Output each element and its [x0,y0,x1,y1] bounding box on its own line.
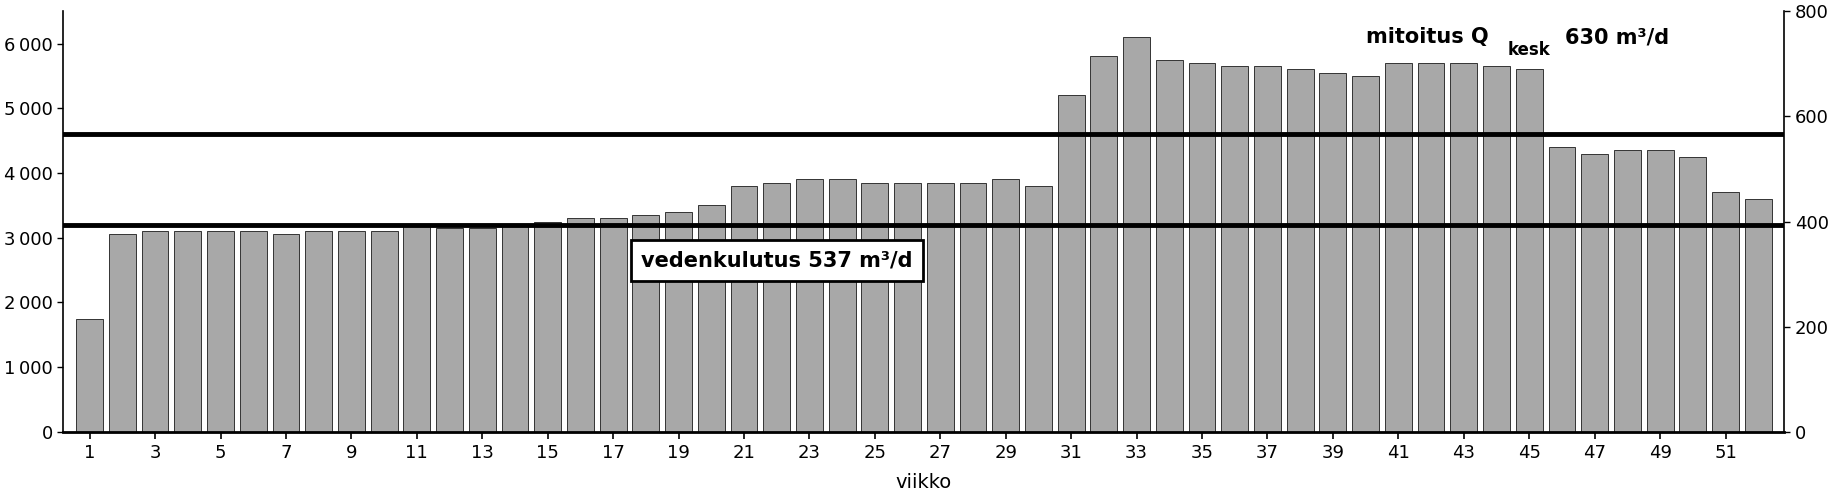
Bar [174,231,202,432]
Bar [698,205,724,432]
Bar [731,186,757,432]
Bar [1319,72,1345,432]
Bar [1385,63,1411,432]
X-axis label: viikko: viikko [896,473,951,492]
Bar [207,231,234,432]
Bar [762,183,790,432]
Bar [960,183,986,432]
Bar [1449,63,1477,432]
Bar [1123,37,1149,432]
Bar [1614,150,1640,432]
Bar [403,225,431,432]
Bar [77,318,103,432]
Bar [828,180,856,432]
Bar [566,218,594,432]
Bar [108,235,136,432]
Bar [632,215,660,432]
Bar [1253,66,1281,432]
Bar [533,222,561,432]
Bar [469,228,495,432]
Bar [1286,69,1314,432]
Bar [861,183,889,432]
Bar [240,231,266,432]
Text: 630 m³/d: 630 m³/d [1565,27,1669,47]
Bar [1416,63,1444,432]
Bar [1678,157,1706,432]
Bar [894,183,920,432]
Bar [1515,69,1543,432]
Bar [502,225,528,432]
Bar [1057,95,1085,432]
Text: mitoitus Q: mitoitus Q [1365,27,1488,47]
Bar [1090,57,1118,432]
Bar [1187,63,1215,432]
Text: vedenkulutus 537 m³/d: vedenkulutus 537 m³/d [641,250,912,270]
Bar [927,183,953,432]
Bar [273,235,299,432]
Bar [1220,66,1248,432]
Bar [795,180,823,432]
Bar [1482,66,1510,432]
Bar [337,231,365,432]
Bar [1711,192,1739,432]
Bar [599,218,627,432]
Bar [1744,199,1772,432]
Bar [141,231,169,432]
Bar [1024,186,1052,432]
Bar [370,231,398,432]
Bar [306,231,332,432]
Bar [1352,76,1378,432]
Bar [1581,154,1607,432]
Bar [665,212,692,432]
Bar [1548,147,1574,432]
Bar [991,180,1019,432]
Bar [436,228,463,432]
Bar [1645,150,1673,432]
Text: kesk: kesk [1508,41,1550,59]
Bar [1156,60,1182,432]
